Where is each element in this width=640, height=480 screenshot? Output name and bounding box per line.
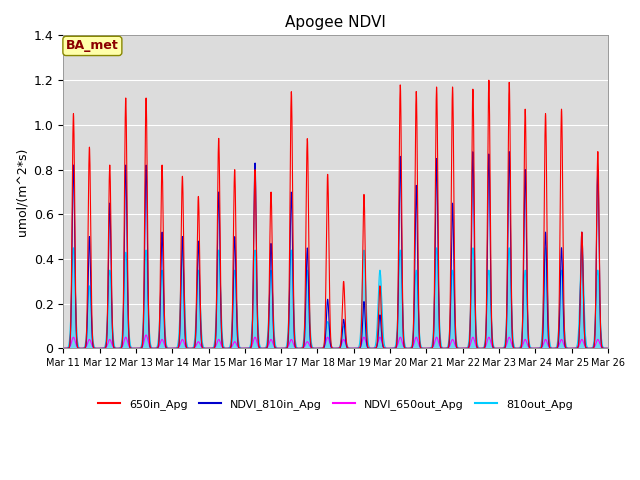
Title: Apogee NDVI: Apogee NDVI	[285, 15, 386, 30]
Legend: 650in_Apg, NDVI_810in_Apg, NDVI_650out_Apg, 810out_Apg: 650in_Apg, NDVI_810in_Apg, NDVI_650out_A…	[94, 395, 577, 414]
Text: BA_met: BA_met	[66, 39, 119, 52]
Y-axis label: umol/(m^2*s): umol/(m^2*s)	[15, 148, 28, 236]
